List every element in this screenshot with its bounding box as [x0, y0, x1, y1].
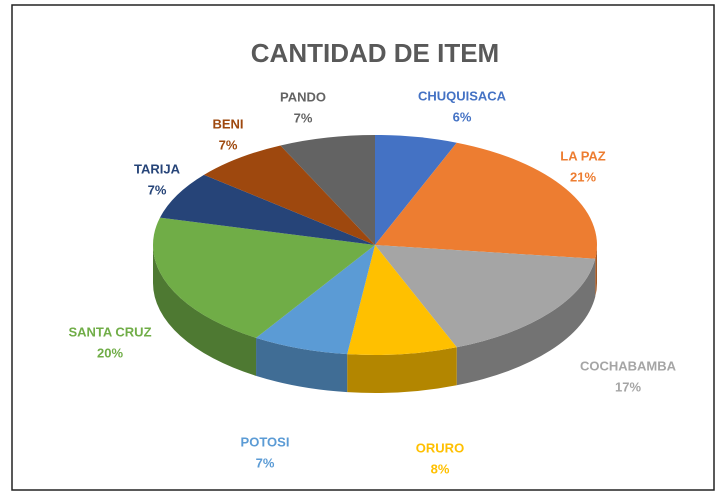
category-label: CHUQUISACA: [418, 88, 507, 103]
chart-title: CANTIDAD DE ITEM: [251, 38, 499, 68]
pie-slice: [203, 145, 375, 245]
category-label: COCHABAMBA: [580, 358, 677, 373]
pie-slice: [375, 142, 597, 259]
value-label: 7%: [219, 137, 238, 152]
value-label: 21%: [570, 169, 596, 184]
pie-slice-side: [347, 347, 457, 393]
pie-slice: [159, 174, 375, 245]
value-label: 6%: [453, 109, 472, 124]
pie-slice-side: [153, 245, 257, 376]
category-label: SANTA CRUZ: [68, 324, 151, 339]
pie-slice: [375, 245, 596, 348]
pie-slice: [256, 245, 375, 355]
value-label: 7%: [148, 182, 167, 197]
category-label: PANDO: [280, 89, 326, 104]
pie-slice: [347, 245, 457, 355]
category-label: LA PAZ: [560, 148, 606, 163]
pie-slice-side: [256, 337, 348, 393]
value-label: 17%: [615, 379, 641, 394]
pie-slice-side: [595, 245, 597, 297]
category-label: ORURO: [416, 440, 464, 455]
category-label: TARIJA: [134, 161, 181, 176]
pie-slice: [375, 135, 457, 245]
value-label: 20%: [97, 345, 123, 360]
pie-slice: [153, 217, 375, 338]
value-label: 7%: [294, 110, 313, 125]
category-label: POTOSI: [241, 434, 290, 449]
value-label: 7%: [256, 455, 275, 470]
pie-slice: [280, 135, 375, 245]
value-label: 8%: [431, 461, 450, 476]
category-label: BENI: [212, 116, 243, 131]
pie-slice-side: [456, 258, 596, 386]
